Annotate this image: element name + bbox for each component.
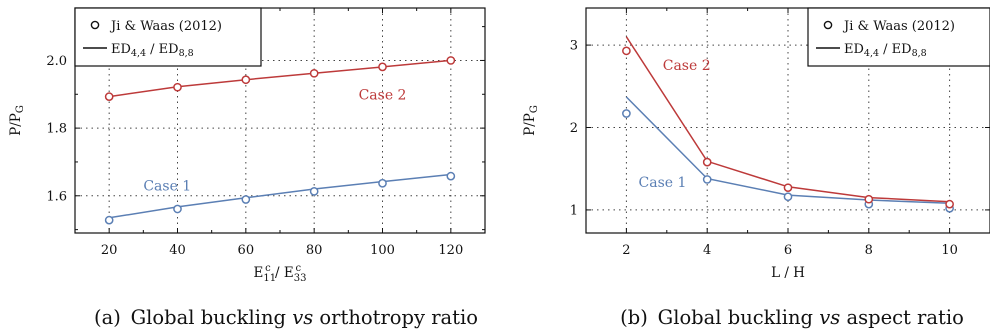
legend-line-label: ED4,4 / ED8,8 (844, 42, 927, 59)
x-tick-label-3: 80 (306, 243, 323, 258)
x-tick-label-3: 8 (865, 243, 873, 258)
legend-box (807, 7, 990, 67)
data-marker-1-1 (702, 157, 712, 167)
legend-box (74, 7, 262, 67)
y-tick-label-0: 1 (570, 203, 578, 218)
series-label-1: Case 2 (663, 58, 711, 74)
data-marker-0-0 (622, 109, 631, 118)
data-marker-1-0 (622, 46, 631, 56)
chart-panel-0: Case 1 Case 2 20 40 60 80 100 120 1.6 1.8 2.0 P/PG E… (8, 7, 486, 329)
data-marker-0-3 (309, 187, 319, 196)
plot-area (104, 56, 456, 225)
y-axis-label: P/PG (522, 105, 540, 136)
x-tick-label-1: 40 (169, 243, 186, 258)
data-marker-1-5 (446, 56, 456, 65)
legend-marker-symbol (823, 20, 833, 30)
series-line-1 (109, 59, 451, 98)
x-tick-label-0: 20 (101, 243, 118, 258)
x-tick-label-2: 60 (238, 243, 255, 258)
x-tick-label-0: 2 (622, 243, 630, 258)
y-axis-label: P/PG (8, 105, 26, 136)
legend: Ji & Waas (2012) ED4,4 / ED8,8 (807, 7, 990, 67)
data-marker-0-1 (173, 204, 182, 214)
x-tick-label-5: 120 (438, 243, 463, 258)
data-marker-0-5 (446, 171, 456, 181)
series-label-0: Case 1 (143, 179, 191, 195)
figure-caption: (b) Global buckling vs aspect ratio (620, 306, 964, 329)
data-marker-1-3 (864, 194, 874, 204)
data-marker-0-1 (702, 175, 712, 184)
x-tick-label-4: 100 (370, 243, 395, 258)
x-axis-label: L / H (771, 265, 805, 281)
data-marker-0-0 (104, 215, 114, 225)
data-marker-1-4 (378, 62, 387, 72)
legend-line-label: ED4,4 / ED8,8 (111, 42, 194, 59)
y-tick-label-2: 3 (570, 39, 578, 54)
series-label-1: Case 2 (359, 87, 407, 103)
x-tick-label-1: 4 (703, 243, 711, 258)
x-tick-label-4: 10 (941, 243, 958, 258)
y-tick-label-2: 2.0 (46, 54, 67, 69)
y-tick-label-1: 2 (570, 121, 578, 136)
data-marker-1-1 (173, 82, 182, 92)
legend-marker-symbol (90, 20, 100, 30)
data-marker-1-3 (309, 68, 319, 78)
x-tick-label-2: 6 (784, 243, 792, 258)
data-marker-0-2 (783, 192, 793, 202)
y-tick-label-1: 1.8 (46, 122, 67, 137)
legend: Ji & Waas (2012) ED4,4 / ED8,8 (74, 7, 262, 67)
series-label-0: Case 1 (639, 175, 687, 191)
legend-marker-label: Ji & Waas (2012) (109, 19, 222, 34)
x-axis-label: E11c / E33c (254, 263, 307, 284)
y-tick-label-0: 1.6 (46, 189, 67, 204)
figure-caption: (a) Global buckling vs orthotropy ratio (94, 306, 478, 329)
data-marker-1-2 (241, 75, 251, 85)
plot-area (622, 36, 954, 213)
legend-marker-label: Ji & Waas (2012) (842, 19, 955, 34)
data-marker-0-4 (378, 178, 387, 188)
data-marker-1-4 (945, 199, 954, 209)
series-line-0 (109, 173, 451, 219)
data-marker-1-2 (783, 183, 793, 193)
data-marker-1-0 (104, 92, 114, 101)
data-marker-0-2 (241, 195, 251, 204)
